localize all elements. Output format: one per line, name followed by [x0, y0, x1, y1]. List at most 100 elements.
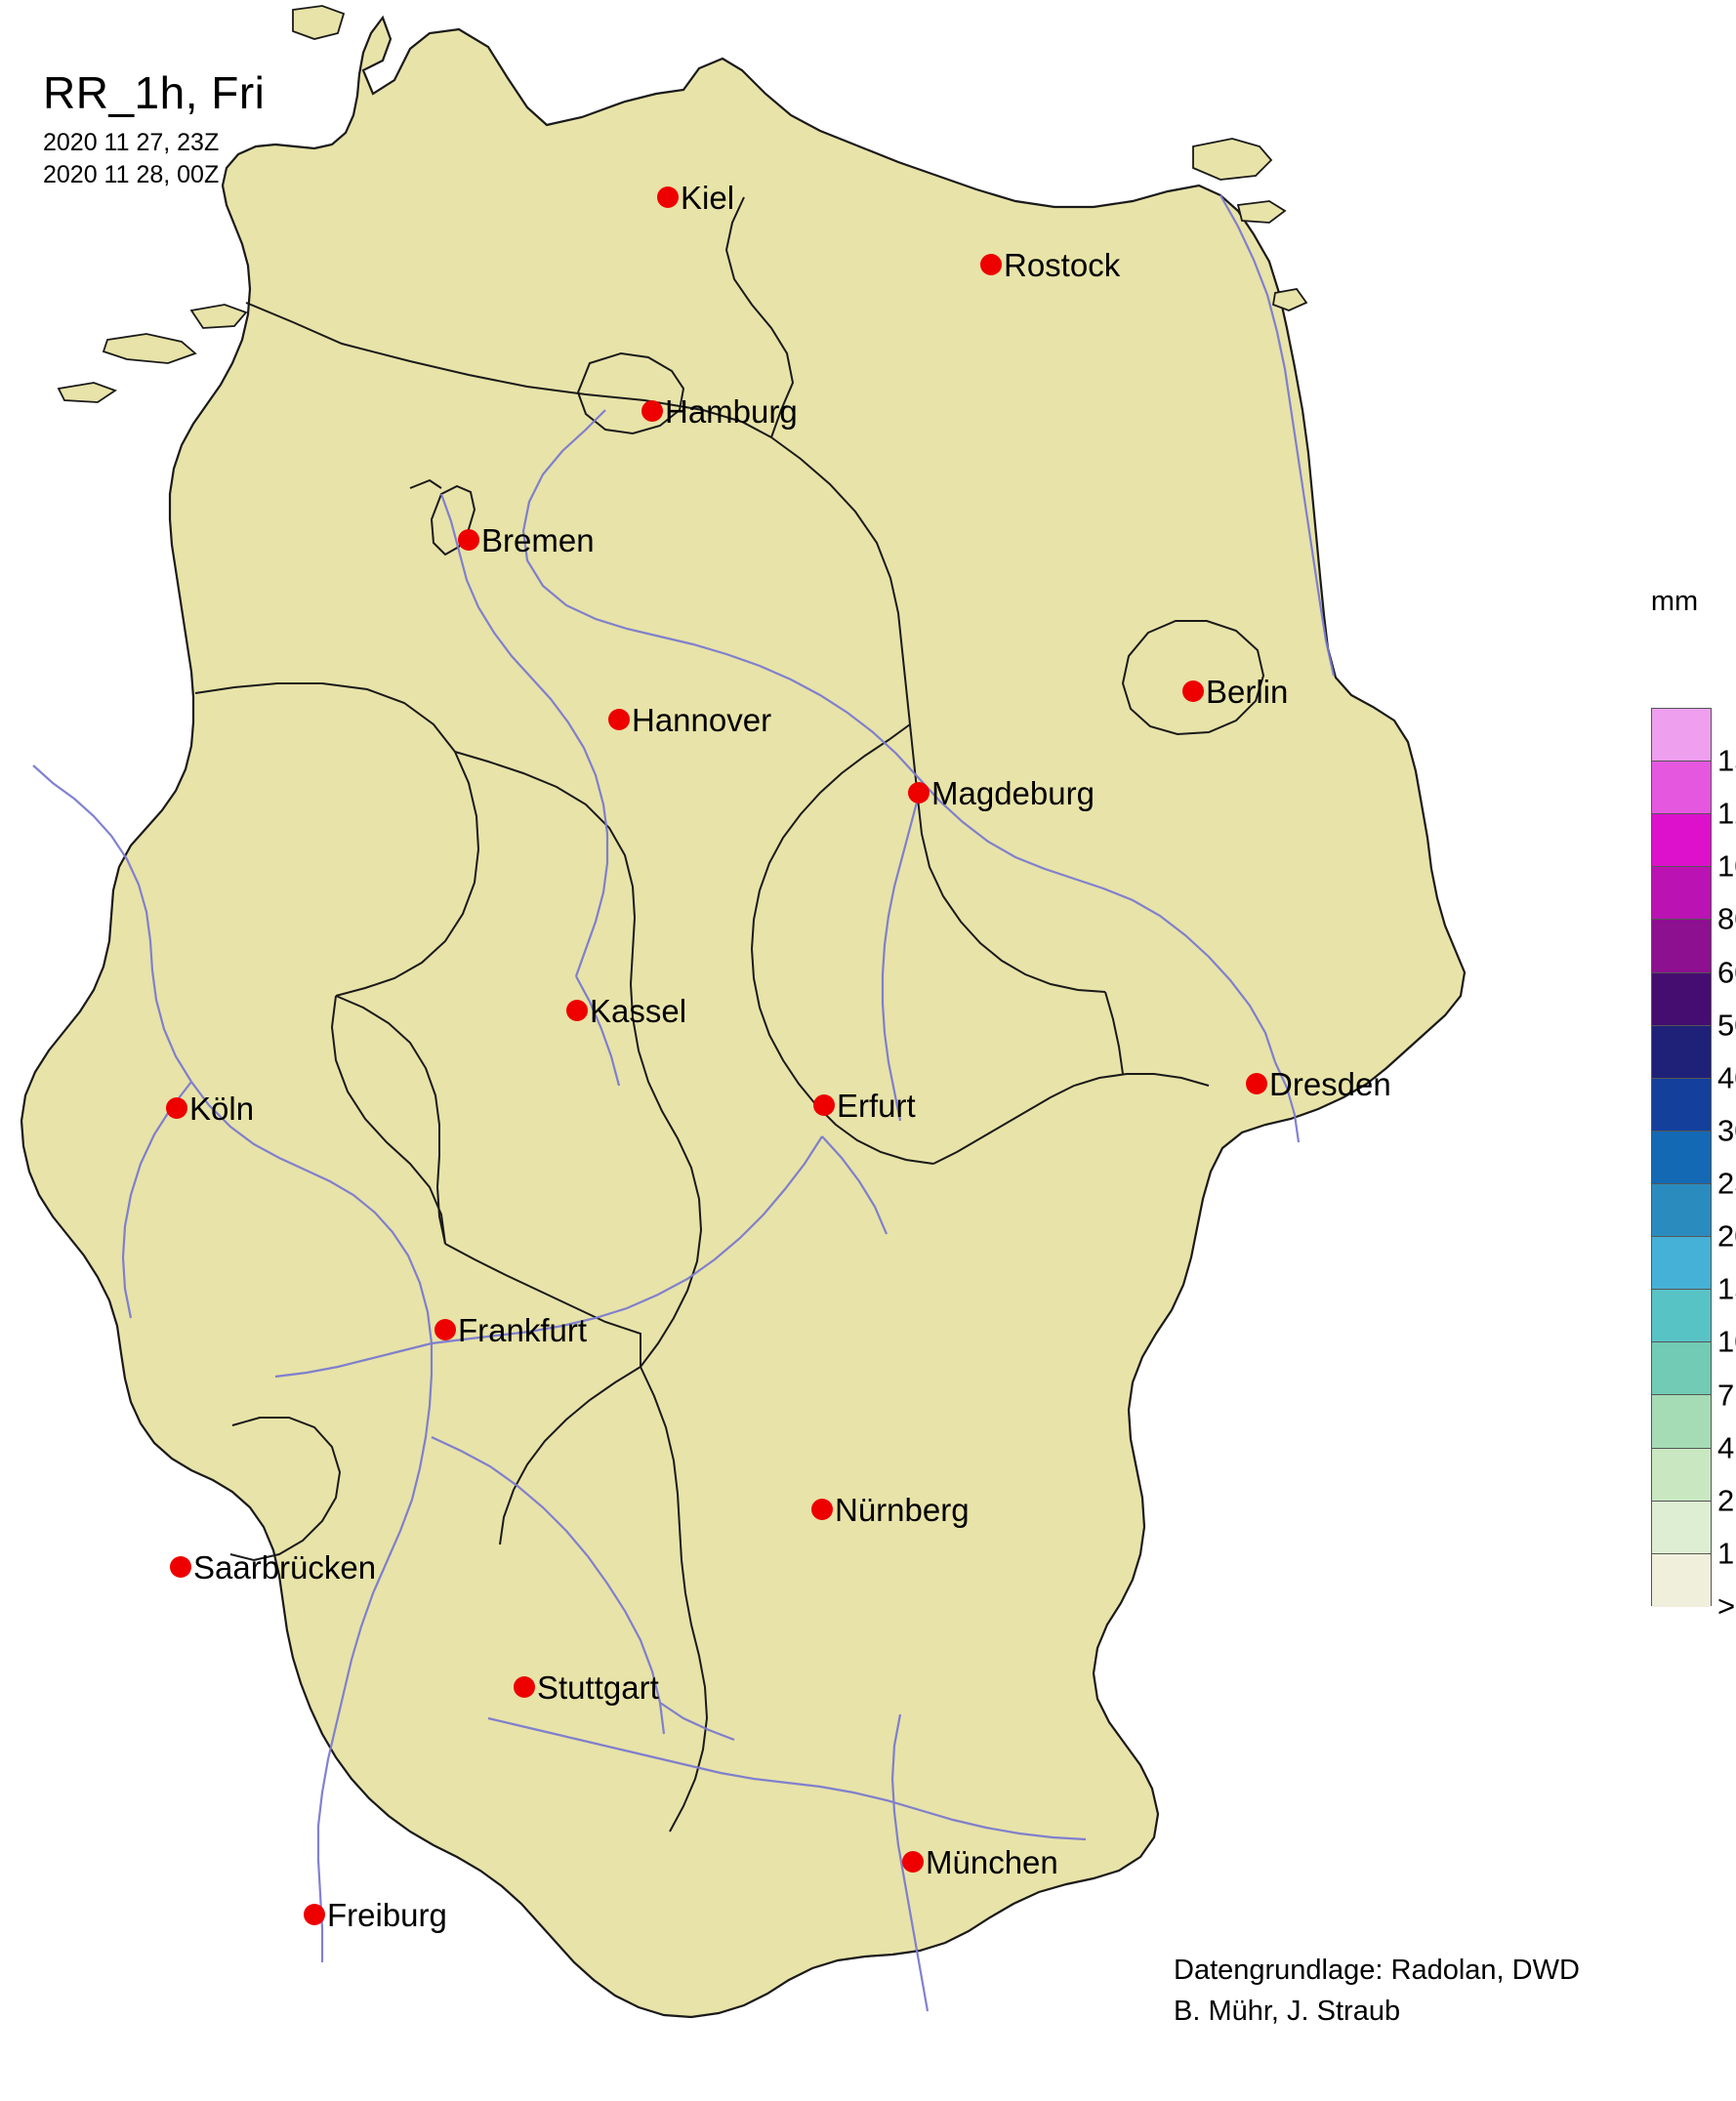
colorbar-band [1652, 1290, 1711, 1343]
city-label: Hamburg [665, 393, 798, 430]
colorbar-tick: >0 [1717, 1588, 1736, 1624]
page-title: RR_1h, Fri [43, 67, 266, 118]
city-dot-icon [514, 1675, 535, 1698]
colorbar-tick: 80 [1717, 901, 1736, 936]
city-label: Kiel [681, 180, 735, 216]
city-dot-icon [1246, 1072, 1267, 1094]
city-label: Köln [189, 1091, 255, 1127]
city-marker-dresden: Dresden [1246, 1066, 1391, 1102]
date-from: 2020 11 27, 23Z [43, 129, 220, 156]
city-dot-icon [304, 1903, 325, 1925]
city-dot-icon [641, 399, 663, 422]
city-marker-stuttgart: Stuttgart [514, 1669, 659, 1706]
islands [57, 5, 1308, 403]
city-dot-icon [170, 1555, 191, 1578]
city-label: Bremen [481, 522, 595, 558]
city-dot-icon [811, 1498, 833, 1520]
city-marker-rostock: Rostock [980, 247, 1121, 283]
city-marker-bremen: Bremen [458, 523, 595, 556]
city-label: Nürnberg [835, 1492, 970, 1528]
colorbar-band [1652, 1395, 1711, 1449]
colorbar-band [1652, 1237, 1711, 1291]
city-label: Freiburg [327, 1897, 447, 1933]
city-marker-kassel: Kassel [566, 993, 687, 1029]
state-borders [194, 196, 1265, 1833]
colorbar-band [1652, 762, 1711, 815]
city-dot-icon [566, 999, 588, 1021]
credits-block: Datengrundlage: Radolan, DWD B. Mühr, J.… [1174, 1950, 1580, 2032]
rivers [32, 194, 1336, 2012]
colorbar-band [1652, 814, 1711, 868]
city-label: Hannover [632, 702, 772, 738]
colorbar-band [1652, 1501, 1711, 1554]
city-dot-icon [434, 1318, 456, 1340]
city-marker-k-ln: Köln [166, 1091, 255, 1127]
colorbar-tick: 100 [1717, 848, 1736, 884]
city-dot-icon [813, 1093, 835, 1116]
colorbar-band [1652, 1183, 1711, 1238]
city-marker-freiburg: Freiburg [304, 1897, 447, 1933]
city-label: Berlin [1206, 674, 1289, 710]
colorbar-band [1652, 1553, 1711, 1607]
colorbar-tick: 40 [1717, 1060, 1736, 1095]
city-dot-icon [1182, 680, 1204, 702]
city-label: München [926, 1844, 1058, 1880]
city-marker-berlin: Berlin [1182, 674, 1289, 710]
colorbar-band [1652, 1342, 1711, 1396]
colorbar-band [1652, 1131, 1711, 1184]
colorbar-gradient [1651, 708, 1712, 1607]
city-dot-icon [608, 708, 630, 730]
city-dot-icon [902, 1850, 924, 1873]
city-label: Magdeburg [931, 775, 1095, 811]
title-block: RR_1h, Fri 2020 11 27, 23Z 2020 11 28, 0… [43, 70, 265, 191]
colorbar-tick: 4 [1717, 1430, 1735, 1465]
city-marker-m-nchen: München [902, 1844, 1058, 1880]
colorbar-tick: 25 [1717, 1166, 1736, 1201]
colorbar-band [1652, 1448, 1711, 1502]
city-label: Erfurt [837, 1088, 916, 1124]
colorbar-tick: 60 [1717, 955, 1736, 990]
colorbar-band [1652, 1078, 1711, 1132]
city-marker-hamburg: Hamburg [641, 393, 798, 430]
colorbar-band [1652, 972, 1711, 1026]
city-marker-n-rnberg: Nürnberg [811, 1492, 970, 1528]
city-dot-icon [458, 528, 479, 551]
colorbar-tick: 1 [1717, 1536, 1735, 1571]
city-label: Rostock [1004, 247, 1121, 283]
city-marker-hannover: Hannover [608, 702, 772, 738]
city-marker-erfurt: Erfurt [813, 1088, 916, 1124]
colorbar-tick: 2 [1717, 1483, 1735, 1518]
land-polygon [20, 15, 1467, 2019]
colorbar-tick: 7 [1717, 1378, 1735, 1413]
city-label: Frankfurt [458, 1312, 588, 1348]
colorbar-tick: 150 [1717, 743, 1736, 778]
colorbar-tick: 30 [1717, 1113, 1736, 1148]
city-label: Kassel [590, 993, 687, 1029]
credits-source: Datengrundlage: Radolan, DWD [1174, 1955, 1580, 1986]
colorbar-tick: 125 [1717, 796, 1736, 831]
city-dot-icon [166, 1096, 187, 1119]
credits-authors: B. Mühr, J. Straub [1174, 1996, 1401, 2028]
colorbar-tick-labels: 150 125 100 80 60 50 40 30 25 20 15 10 7 4 2 1 >0 [1717, 708, 1736, 1622]
colorbar-band [1652, 709, 1711, 762]
city-label: Saarbrücken [193, 1549, 377, 1586]
city-marker-magdeburg: Magdeburg [908, 775, 1095, 811]
city-label: Dresden [1269, 1066, 1391, 1102]
colorbar-tick: 20 [1717, 1218, 1736, 1254]
colorbar-band [1652, 920, 1711, 973]
city-dot-icon [980, 253, 1002, 275]
city-dot-icon [908, 781, 930, 803]
city-dot-icon [657, 185, 679, 208]
colorbar-tick: 15 [1717, 1271, 1736, 1306]
date-range: 2020 11 27, 23Z 2020 11 28, 00Z [43, 127, 265, 191]
legend-unit-label: mm [1650, 586, 1699, 617]
city-label: Stuttgart [537, 1669, 659, 1706]
city-marker-frankfurt: Frankfurt [434, 1312, 588, 1348]
date-to: 2020 11 28, 00Z [43, 161, 220, 188]
city-marker-kiel: Kiel [657, 180, 735, 216]
colorbar-band [1652, 1025, 1711, 1079]
colorbar-tick: 10 [1717, 1324, 1736, 1359]
colorbar-tick: 50 [1717, 1008, 1736, 1043]
